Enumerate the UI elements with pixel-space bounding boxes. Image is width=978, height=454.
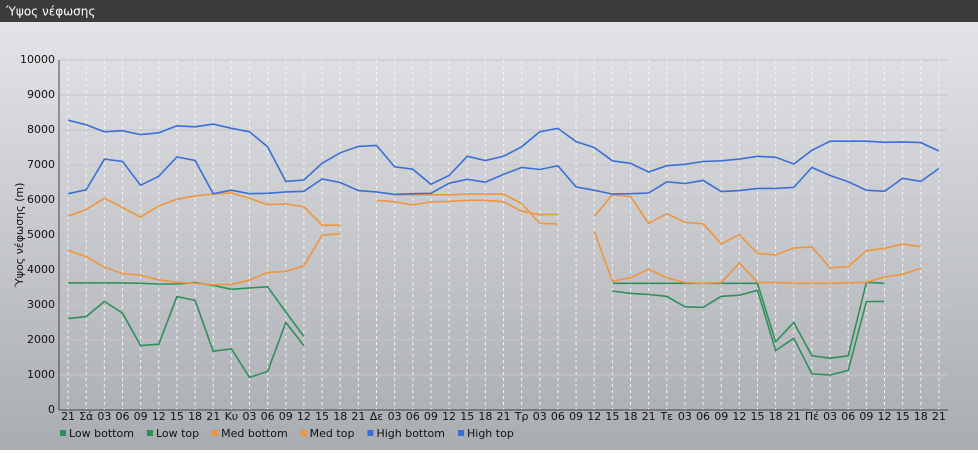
x-tick-label: Πέ bbox=[805, 410, 819, 423]
x-tick-label: 21 bbox=[932, 410, 946, 423]
x-tick-label: Τρ bbox=[514, 410, 529, 423]
y-tick-label: 5000 bbox=[27, 228, 55, 241]
x-tick-label: 12 bbox=[442, 410, 456, 423]
legend-label: Med bottom bbox=[221, 427, 288, 440]
y-tick-label: 7000 bbox=[27, 158, 55, 171]
x-tick-label: Τε bbox=[659, 410, 673, 423]
x-tick-label: 03 bbox=[97, 410, 111, 423]
x-tick-label: 03 bbox=[243, 410, 257, 423]
y-tick-label: 0 bbox=[48, 403, 55, 416]
x-tick-label: 12 bbox=[297, 410, 311, 423]
x-tick-label: 03 bbox=[388, 410, 402, 423]
legend-label: Med top bbox=[310, 427, 355, 440]
legend-label: Low bottom bbox=[69, 427, 134, 440]
y-tick-label: 3000 bbox=[27, 298, 55, 311]
x-tick-label: 18 bbox=[478, 410, 492, 423]
series-line bbox=[68, 289, 885, 379]
x-tick-label: Κυ bbox=[225, 410, 239, 423]
x-tick-label: 18 bbox=[188, 410, 202, 423]
series-line bbox=[67, 119, 940, 186]
x-tick-label: 09 bbox=[424, 410, 438, 423]
y-tick-label: 2000 bbox=[27, 333, 55, 346]
x-tick-label: 15 bbox=[751, 410, 765, 423]
x-tick-label: 21 bbox=[206, 410, 220, 423]
legend-label: High top bbox=[467, 427, 514, 440]
chart-title: Ύψος νέφωσης bbox=[5, 5, 95, 19]
legend-label: High bottom bbox=[376, 427, 445, 440]
x-tick-label: 21 bbox=[642, 410, 656, 423]
x-tick-label: 06 bbox=[696, 410, 710, 423]
series-line bbox=[67, 156, 940, 196]
x-tick-label: 06 bbox=[261, 410, 275, 423]
x-tick-label: 12 bbox=[878, 410, 892, 423]
x-tick-label: 15 bbox=[460, 410, 474, 423]
x-tick-label: 21 bbox=[497, 410, 511, 423]
x-tick-label: 12 bbox=[587, 410, 601, 423]
x-tick-label: Σά bbox=[79, 410, 93, 423]
y-tick-label: 9000 bbox=[27, 88, 55, 101]
y-axis-label: Ύψος νέφωσης (m) bbox=[13, 183, 26, 289]
x-tick-label: 15 bbox=[605, 410, 619, 423]
x-tick-label: 06 bbox=[841, 410, 855, 423]
series-line bbox=[67, 192, 921, 269]
x-tick-label: 03 bbox=[678, 410, 692, 423]
x-tick-label: 18 bbox=[914, 410, 928, 423]
y-tick-label: 1000 bbox=[27, 368, 55, 381]
legend-swatch bbox=[367, 430, 374, 436]
x-tick-label: 06 bbox=[551, 410, 565, 423]
x-tick-label: 06 bbox=[406, 410, 420, 423]
y-tick-label: 8000 bbox=[27, 123, 55, 136]
y-tick-label: 6000 bbox=[27, 193, 55, 206]
legend-swatch bbox=[458, 430, 464, 436]
y-tick-label: 10000 bbox=[20, 53, 55, 66]
legend-swatch bbox=[60, 430, 66, 436]
x-tick-label: 12 bbox=[732, 410, 746, 423]
x-tick-label: 12 bbox=[152, 410, 166, 423]
x-tick-label: 18 bbox=[333, 410, 347, 423]
x-tick-label: 21 bbox=[61, 410, 75, 423]
x-tick-label: 09 bbox=[569, 410, 583, 423]
legend-swatch bbox=[212, 430, 219, 436]
x-tick-label: 18 bbox=[769, 410, 783, 423]
legend-label: Low top bbox=[156, 427, 199, 440]
x-tick-label: 18 bbox=[624, 410, 638, 423]
x-tick-label: 09 bbox=[134, 410, 148, 423]
legend-swatch bbox=[146, 430, 153, 436]
y-tick-label: 4000 bbox=[27, 263, 55, 276]
x-tick-label: Δε bbox=[370, 410, 384, 423]
legend-swatch bbox=[300, 430, 307, 436]
x-tick-label: 09 bbox=[859, 410, 873, 423]
x-tick-label: 03 bbox=[823, 410, 837, 423]
x-tick-label: 09 bbox=[279, 410, 293, 423]
x-tick-label: 09 bbox=[714, 410, 728, 423]
x-tick-label: 15 bbox=[170, 410, 184, 423]
x-tick-label: 06 bbox=[116, 410, 130, 423]
x-tick-label: 15 bbox=[896, 410, 910, 423]
x-tick-label: 21 bbox=[787, 410, 801, 423]
x-tick-label: 03 bbox=[533, 410, 547, 423]
x-tick-label: 15 bbox=[315, 410, 329, 423]
x-tick-label: 21 bbox=[351, 410, 365, 423]
title-bar bbox=[0, 0, 978, 22]
